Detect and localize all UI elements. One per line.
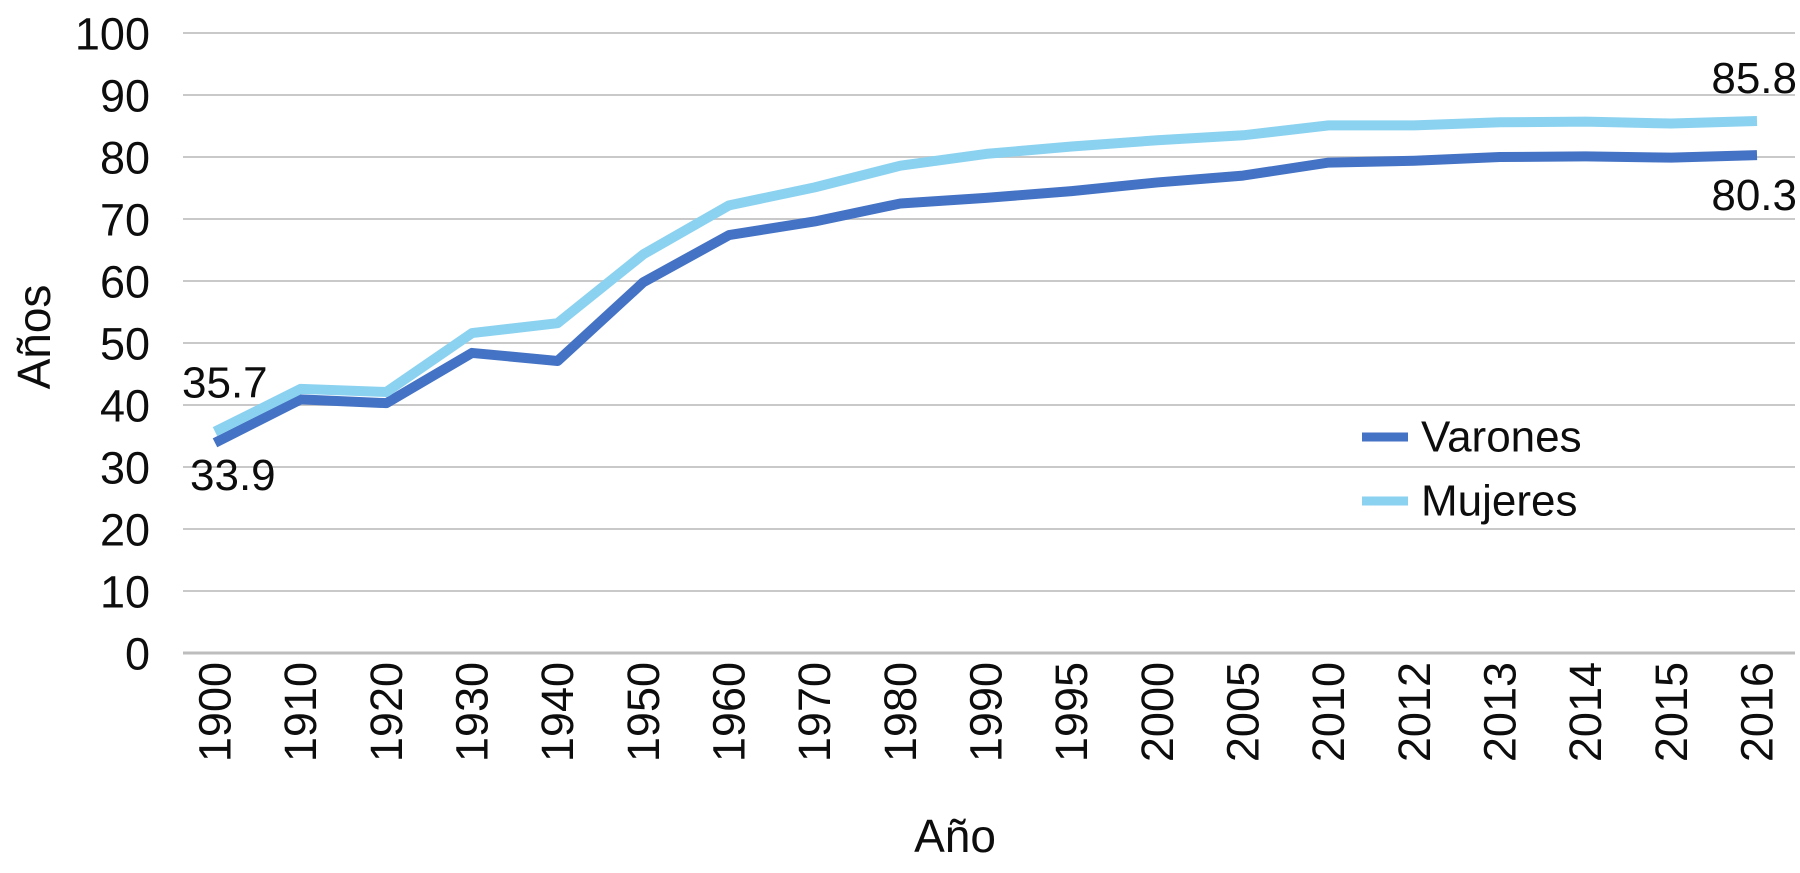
- point-labels-group: 35.7 33.9 85.8 80.3: [182, 54, 1797, 500]
- y-tick-label: 30: [100, 443, 150, 494]
- x-tick-label: 2010: [1303, 662, 1354, 762]
- x-tick-label: 1940: [532, 662, 583, 762]
- x-axis-title: Año: [914, 810, 996, 862]
- x-tick-label: 1990: [961, 662, 1012, 762]
- x-tick-label: 1920: [361, 662, 412, 762]
- series-line-mujeres: [212, 116, 1758, 437]
- y-tick-label: 80: [100, 133, 150, 184]
- y-axis-tick-labels: 0 10 20 30 40 50 60 70 80 90 100: [75, 9, 150, 680]
- legend: Varones Mujeres: [1362, 413, 1582, 526]
- legend-label: Mujeres: [1421, 477, 1578, 526]
- x-tick-label: 1980: [875, 662, 926, 762]
- x-tick-label: 2016: [1732, 662, 1783, 762]
- x-tick-label: 1950: [618, 662, 669, 762]
- point-label-35.7: 35.7: [182, 359, 268, 408]
- x-tick-label: 2015: [1646, 662, 1697, 762]
- x-tick-label: 1970: [789, 662, 840, 762]
- y-axis-title: Años: [8, 285, 60, 390]
- x-tick-label: 1960: [704, 662, 755, 762]
- y-tick-label: 0: [125, 629, 150, 680]
- x-tick-label: 2005: [1218, 662, 1269, 762]
- y-tick-label: 60: [100, 257, 150, 308]
- y-tick-label: 70: [100, 195, 150, 246]
- point-label-85.8: 85.8: [1711, 54, 1797, 103]
- x-tick-label: 2014: [1560, 662, 1611, 762]
- legend-item-mujeres: Mujeres: [1362, 477, 1578, 526]
- x-tick-label: 1900: [190, 662, 241, 762]
- x-tick-label: 2000: [1132, 662, 1183, 762]
- x-axis-tick-labels: 1900 1910 1920 1930 1940 1950 1960 1970 1980 1990…: [190, 662, 1783, 762]
- y-tick-label: 40: [100, 381, 150, 432]
- legend-item-varones: Varones: [1362, 413, 1582, 462]
- legend-label: Varones: [1421, 413, 1582, 462]
- x-tick-label: 1995: [1046, 662, 1097, 762]
- point-label-33.9: 33.9: [190, 451, 276, 500]
- series-lines-group: [212, 116, 1758, 448]
- x-tick-label: 2013: [1475, 662, 1526, 762]
- series-line-varones: [212, 150, 1758, 448]
- x-tick-label: 2012: [1389, 662, 1440, 762]
- point-label-80.3: 80.3: [1711, 171, 1797, 220]
- x-tick-label: 1910: [275, 662, 326, 762]
- y-tick-label: 100: [75, 9, 150, 60]
- x-tick-label: 1930: [447, 662, 498, 762]
- y-tick-label: 20: [100, 505, 150, 556]
- y-tick-label: 90: [100, 71, 150, 122]
- y-tick-label: 10: [100, 567, 150, 618]
- y-tick-label: 50: [100, 319, 150, 370]
